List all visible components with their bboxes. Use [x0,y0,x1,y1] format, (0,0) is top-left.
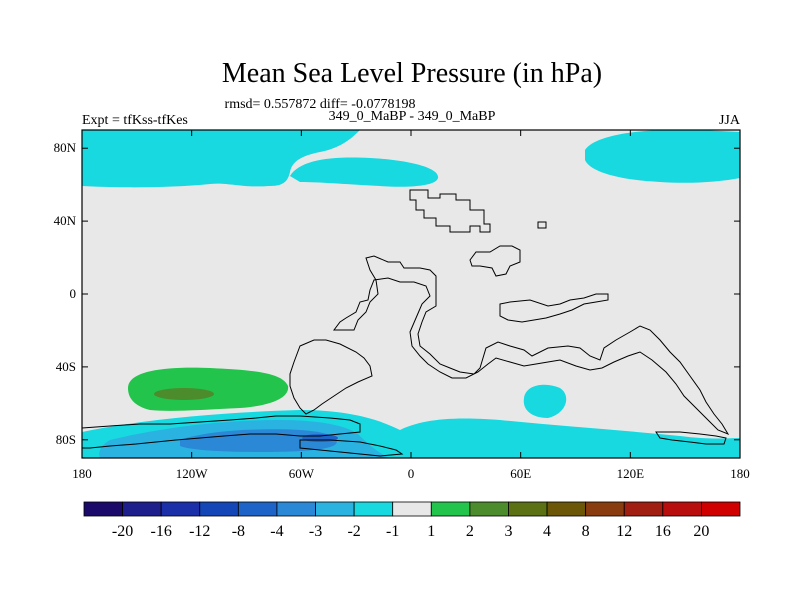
x-tick-label-2: 60W [289,466,315,481]
x-tick-label-1: 120W [176,466,209,481]
region-arctic-west-lobe [290,157,439,187]
colorbar-label-7: -1 [386,523,399,540]
x-tick-label-6: 180 [730,466,750,481]
y-tick-label-2: 0 [70,286,77,301]
colorbar-swatch-5 [276,501,316,517]
experiment-label: Expt = tfKss-tfKes [82,113,188,128]
region-south-indian-negative [523,384,567,418]
colorbar-label-15: 20 [693,523,709,540]
coastline-antarctic-peninsula [299,439,404,457]
colorbar-swatch-10 [469,501,509,517]
colorbar-label-10: 3 [504,523,512,540]
colorbar-swatch-11 [508,501,548,517]
colorbar-label-2: -12 [189,523,210,540]
coastline-small-island [537,221,547,229]
y-tick-label-3: 40S [56,359,76,374]
coastline-east-asia [469,245,521,277]
region-arctic-east [585,130,740,183]
colorbar: -20 -16 -12 -8 -4 -3 -2 -1 1 2 3 4 8 12 16 20 [83,501,741,540]
colorbar-label-1: -16 [151,523,172,540]
x-tick-label-3: 0 [408,466,415,481]
x-tick-label-4: 60E [510,466,531,481]
colorbar-swatch-8 [392,501,432,517]
colorbar-swatch-14 [623,501,664,517]
x-tick-label-0: 180 [72,466,92,481]
region-arctic-west [82,130,360,188]
y-tick-label-0: 80N [54,140,77,155]
colorbar-swatch-6 [315,501,355,517]
axis-ticks: 180 120W 60W 0 60E 120E 180 80N 40N 0 40S 80S [54,130,750,481]
coastline-east-antarctica [655,431,727,445]
colorbar-label-12: 8 [582,523,590,540]
colorbar-swatch-15 [662,501,702,517]
colorbar-swatch-4 [237,501,278,517]
colorbar-swatch-2 [160,501,201,517]
colorbar-label-13: 12 [616,523,632,540]
colorbar-swatch-16 [701,501,741,517]
colorbar-label-4: -4 [270,523,283,540]
coastline-antarctica [82,415,361,449]
colorbar-label-8: 1 [427,523,435,540]
region-antarctic-negative-strong [180,429,337,452]
y-tick-label-4: 80S [56,432,76,447]
colorbar-label-9: 2 [466,523,474,540]
colorbar-label-5: -3 [309,523,322,540]
stats-line: rmsd= 0.557872 diff= -0.0778198 [225,97,416,112]
chart-title: Mean Sea Level Pressure (in hPa) [222,58,602,89]
colorbar-label-6: -2 [347,523,360,540]
colorbar-swatch-1 [122,501,162,517]
x-tick-label-5: 120E [617,466,645,481]
region-south-pacific-positive [128,367,289,411]
colorbar-swatch-0 [83,501,123,517]
y-tick-label-1: 40N [54,213,77,228]
map-field [82,130,740,458]
period-label: 349_0_MaBP - 349_0_MaBP [329,109,496,124]
colorbar-swatch-9 [430,501,471,517]
colorbar-label-11: 4 [543,523,551,540]
coastline-europe-asia-north [409,189,491,233]
colorbar-label-3: -8 [232,523,245,540]
colorbar-swatch-3 [199,501,239,517]
coastline-africa [333,255,730,436]
colorbar-swatch-7 [353,501,394,517]
coastline-southeast-asia [499,293,609,323]
season-label: JJA [719,113,741,128]
coastline-south-america [289,339,373,415]
colorbar-label-0: -20 [112,523,133,540]
colorbar-label-14: 16 [655,523,671,540]
colorbar-swatch-13 [585,501,625,517]
region-south-pacific-core [154,388,214,400]
colorbar-swatch-12 [546,501,587,517]
